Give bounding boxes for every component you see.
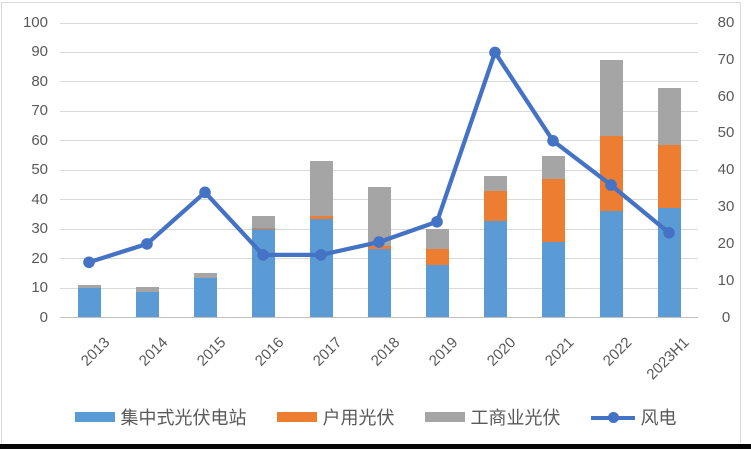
bar-segment-2021[interactable] <box>541 156 565 180</box>
left-axis-tick-70: 70 <box>31 102 48 120</box>
right-axis-tick-70: 70 <box>717 50 735 68</box>
right-axis-tick-60: 60 <box>717 87 735 105</box>
wind-line-marker-swatch <box>590 411 635 423</box>
bar-segment-2014[interactable] <box>135 286 159 293</box>
bar-segment-2014[interactable] <box>135 292 159 318</box>
bar-segment-2013[interactable] <box>77 285 101 289</box>
bar-segment-2020[interactable] <box>483 191 507 222</box>
legend-label-commercial-pv: 工商业光伏 <box>470 408 561 428</box>
left-axis-tick-40: 40 <box>31 190 48 208</box>
bottom-border-rule <box>0 444 751 449</box>
right-axis-tick-30: 30 <box>717 198 735 216</box>
left-axis-tick-30: 30 <box>31 220 48 238</box>
legend-label-utility-pv: 集中式光伏电站 <box>120 408 247 428</box>
gridline-0 <box>60 317 698 318</box>
bar-segment-2023H1[interactable] <box>657 208 681 318</box>
household-pv-swatch <box>276 412 317 422</box>
bar-segment-2016[interactable] <box>251 227 275 230</box>
left-axis-tick-20: 20 <box>31 249 48 267</box>
chart-legend: 集中式光伏电站 户用光伏 工商业光伏 风电 <box>0 403 751 431</box>
utility-pv-swatch <box>74 412 115 422</box>
bar-segment-2021[interactable] <box>541 242 565 318</box>
bar-segment-2018[interactable] <box>367 186 391 246</box>
bar-segment-2017[interactable] <box>309 161 333 217</box>
legend-label-wind: 风电 <box>640 408 677 428</box>
bar-segment-2018[interactable] <box>367 245 391 249</box>
left-axis-tick-50: 50 <box>31 161 48 179</box>
legend-item-utility-pv[interactable]: 集中式光伏电站 <box>74 404 247 430</box>
left-axis-tick-80: 80 <box>31 72 48 90</box>
left-axis-tick-60: 60 <box>31 131 48 149</box>
right-axis-tick-10: 10 <box>717 271 735 289</box>
legend-label-household-pv: 户用光伏 <box>322 408 395 428</box>
bar-segment-2022[interactable] <box>599 210 623 318</box>
right-axis-tick-50: 50 <box>717 124 735 142</box>
left-axis-tick-0: 0 <box>39 308 48 326</box>
bar-segment-2018[interactable] <box>367 248 391 318</box>
right-axis-tick-20: 20 <box>717 234 735 252</box>
bar-segment-2021[interactable] <box>541 179 565 243</box>
bar-segment-2015[interactable] <box>193 277 217 318</box>
right-axis-tick-80: 80 <box>717 14 735 31</box>
bar-segment-2017[interactable] <box>309 218 333 318</box>
bar-segment-2023H1[interactable] <box>657 88 681 145</box>
bar-segment-2023H1[interactable] <box>657 144 681 209</box>
left-axis-tick-10: 10 <box>31 279 48 297</box>
gridline-100 <box>60 22 698 24</box>
bar-segment-2013[interactable] <box>77 288 101 318</box>
bar-segment-2022[interactable] <box>599 60 623 137</box>
legend-item-commercial-pv[interactable]: 工商业光伏 <box>424 404 561 430</box>
gridline-90 <box>60 51 698 53</box>
bar-segment-2015[interactable] <box>193 273 217 278</box>
bar-segment-2016[interactable] <box>251 216 275 228</box>
right-axis-tick-40: 40 <box>717 161 735 179</box>
bar-segment-2019[interactable] <box>425 228 449 250</box>
bar-segment-2022[interactable] <box>599 136 623 211</box>
legend-item-wind[interactable]: 风电 <box>590 404 677 430</box>
left-axis-tick-100: 100 <box>22 14 48 31</box>
legend-item-household-pv[interactable]: 户用光伏 <box>276 404 395 430</box>
right-axis-tick-0: 0 <box>721 308 731 326</box>
bar-segment-2019[interactable] <box>425 264 449 318</box>
commercial-pv-swatch <box>424 412 465 422</box>
bar-segment-2019[interactable] <box>425 249 449 265</box>
bar-segment-2020[interactable] <box>483 221 507 318</box>
bar-segment-2017[interactable] <box>309 216 333 219</box>
bar-segment-2016[interactable] <box>251 229 275 318</box>
left-axis-tick-90: 90 <box>31 43 48 61</box>
bar-segment-2020[interactable] <box>483 175 507 192</box>
